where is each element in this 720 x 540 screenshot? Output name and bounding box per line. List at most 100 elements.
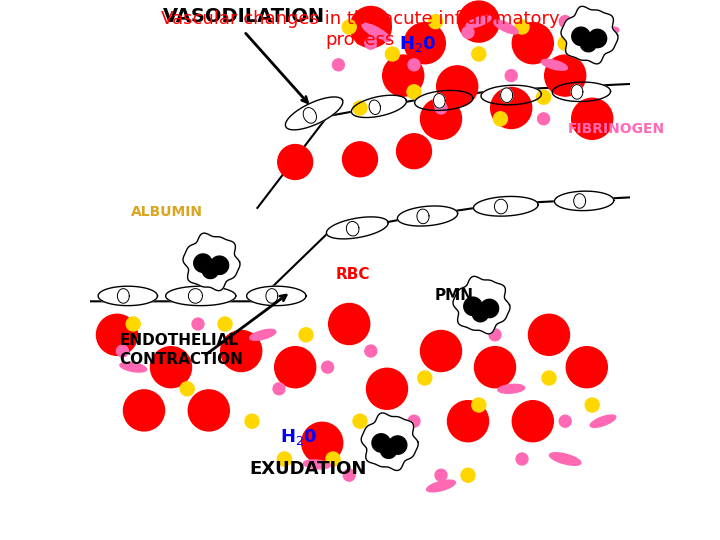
Circle shape bbox=[126, 317, 140, 331]
Circle shape bbox=[342, 20, 356, 34]
Polygon shape bbox=[85, 84, 635, 301]
Circle shape bbox=[328, 303, 370, 345]
Polygon shape bbox=[380, 442, 397, 458]
Circle shape bbox=[180, 382, 194, 396]
Circle shape bbox=[275, 347, 316, 388]
Polygon shape bbox=[571, 85, 583, 99]
Polygon shape bbox=[552, 82, 611, 102]
Circle shape bbox=[461, 468, 475, 482]
Circle shape bbox=[189, 390, 230, 431]
Polygon shape bbox=[303, 107, 317, 123]
Circle shape bbox=[302, 422, 343, 463]
Circle shape bbox=[299, 328, 313, 342]
Polygon shape bbox=[189, 289, 202, 303]
Circle shape bbox=[366, 368, 408, 409]
Circle shape bbox=[351, 6, 392, 48]
Polygon shape bbox=[541, 59, 567, 70]
Polygon shape bbox=[572, 27, 590, 45]
Circle shape bbox=[559, 16, 571, 28]
Text: VASODILATION: VASODILATION bbox=[163, 6, 325, 26]
Circle shape bbox=[150, 347, 192, 388]
Circle shape bbox=[408, 59, 420, 71]
Circle shape bbox=[420, 98, 462, 139]
Polygon shape bbox=[574, 194, 585, 208]
Circle shape bbox=[437, 66, 478, 107]
Polygon shape bbox=[210, 256, 229, 274]
Circle shape bbox=[448, 401, 488, 442]
Polygon shape bbox=[554, 191, 613, 211]
Polygon shape bbox=[417, 209, 429, 224]
Polygon shape bbox=[346, 221, 359, 236]
Polygon shape bbox=[481, 85, 541, 105]
Circle shape bbox=[515, 20, 529, 34]
Circle shape bbox=[117, 345, 128, 357]
Circle shape bbox=[542, 371, 556, 385]
Polygon shape bbox=[369, 100, 380, 114]
Text: H$_2$0: H$_2$0 bbox=[399, 34, 436, 55]
Circle shape bbox=[428, 15, 443, 29]
Circle shape bbox=[220, 330, 262, 372]
Text: EXUDATION: EXUDATION bbox=[249, 460, 366, 478]
Polygon shape bbox=[202, 262, 218, 279]
Circle shape bbox=[278, 145, 312, 179]
Polygon shape bbox=[372, 434, 390, 452]
Text: ALBUMIN: ALBUMIN bbox=[130, 205, 202, 219]
Circle shape bbox=[493, 112, 508, 126]
Circle shape bbox=[353, 414, 367, 428]
Circle shape bbox=[333, 59, 344, 71]
Circle shape bbox=[365, 37, 377, 49]
Polygon shape bbox=[372, 425, 402, 439]
Text: FIBRINOGEN: FIBRINOGEN bbox=[568, 122, 665, 136]
Polygon shape bbox=[427, 480, 455, 492]
Polygon shape bbox=[362, 23, 390, 42]
Polygon shape bbox=[500, 88, 513, 103]
Circle shape bbox=[545, 55, 586, 96]
Circle shape bbox=[558, 36, 572, 50]
Circle shape bbox=[383, 55, 423, 96]
Polygon shape bbox=[498, 384, 525, 393]
Polygon shape bbox=[549, 453, 581, 465]
Circle shape bbox=[566, 347, 607, 388]
Text: H$_2$0: H$_2$0 bbox=[280, 427, 318, 448]
Polygon shape bbox=[120, 362, 146, 372]
Circle shape bbox=[407, 85, 421, 99]
Polygon shape bbox=[466, 16, 492, 28]
Polygon shape bbox=[117, 289, 130, 303]
Circle shape bbox=[418, 371, 432, 385]
Circle shape bbox=[559, 415, 571, 427]
Polygon shape bbox=[480, 299, 499, 318]
Circle shape bbox=[505, 70, 517, 82]
Circle shape bbox=[420, 330, 462, 372]
Text: Vascular changes in the acute inflammatory
process: Vascular changes in the acute inflammato… bbox=[161, 10, 559, 49]
Polygon shape bbox=[389, 436, 407, 454]
Circle shape bbox=[528, 314, 570, 355]
Circle shape bbox=[435, 102, 447, 114]
Text: ENDOTHELIAL
CONTRACTION: ENDOTHELIAL CONTRACTION bbox=[120, 333, 243, 367]
Polygon shape bbox=[183, 233, 240, 291]
Polygon shape bbox=[580, 36, 596, 52]
Circle shape bbox=[322, 361, 333, 373]
Circle shape bbox=[343, 142, 377, 177]
Circle shape bbox=[397, 134, 431, 168]
Circle shape bbox=[343, 469, 355, 481]
Polygon shape bbox=[464, 297, 482, 315]
Circle shape bbox=[585, 398, 599, 412]
Text: RBC: RBC bbox=[336, 267, 370, 282]
Polygon shape bbox=[474, 197, 538, 216]
Polygon shape bbox=[351, 95, 406, 118]
Polygon shape bbox=[472, 306, 488, 322]
Circle shape bbox=[513, 23, 553, 64]
Polygon shape bbox=[303, 460, 330, 469]
Circle shape bbox=[365, 345, 377, 357]
Polygon shape bbox=[590, 415, 616, 427]
Polygon shape bbox=[98, 286, 158, 306]
Circle shape bbox=[326, 452, 340, 466]
Circle shape bbox=[435, 469, 447, 481]
Circle shape bbox=[277, 452, 292, 466]
Circle shape bbox=[572, 98, 613, 139]
Circle shape bbox=[124, 390, 165, 431]
Polygon shape bbox=[326, 217, 388, 239]
Text: PMN: PMN bbox=[435, 288, 474, 303]
Polygon shape bbox=[361, 413, 418, 470]
Circle shape bbox=[472, 47, 486, 61]
